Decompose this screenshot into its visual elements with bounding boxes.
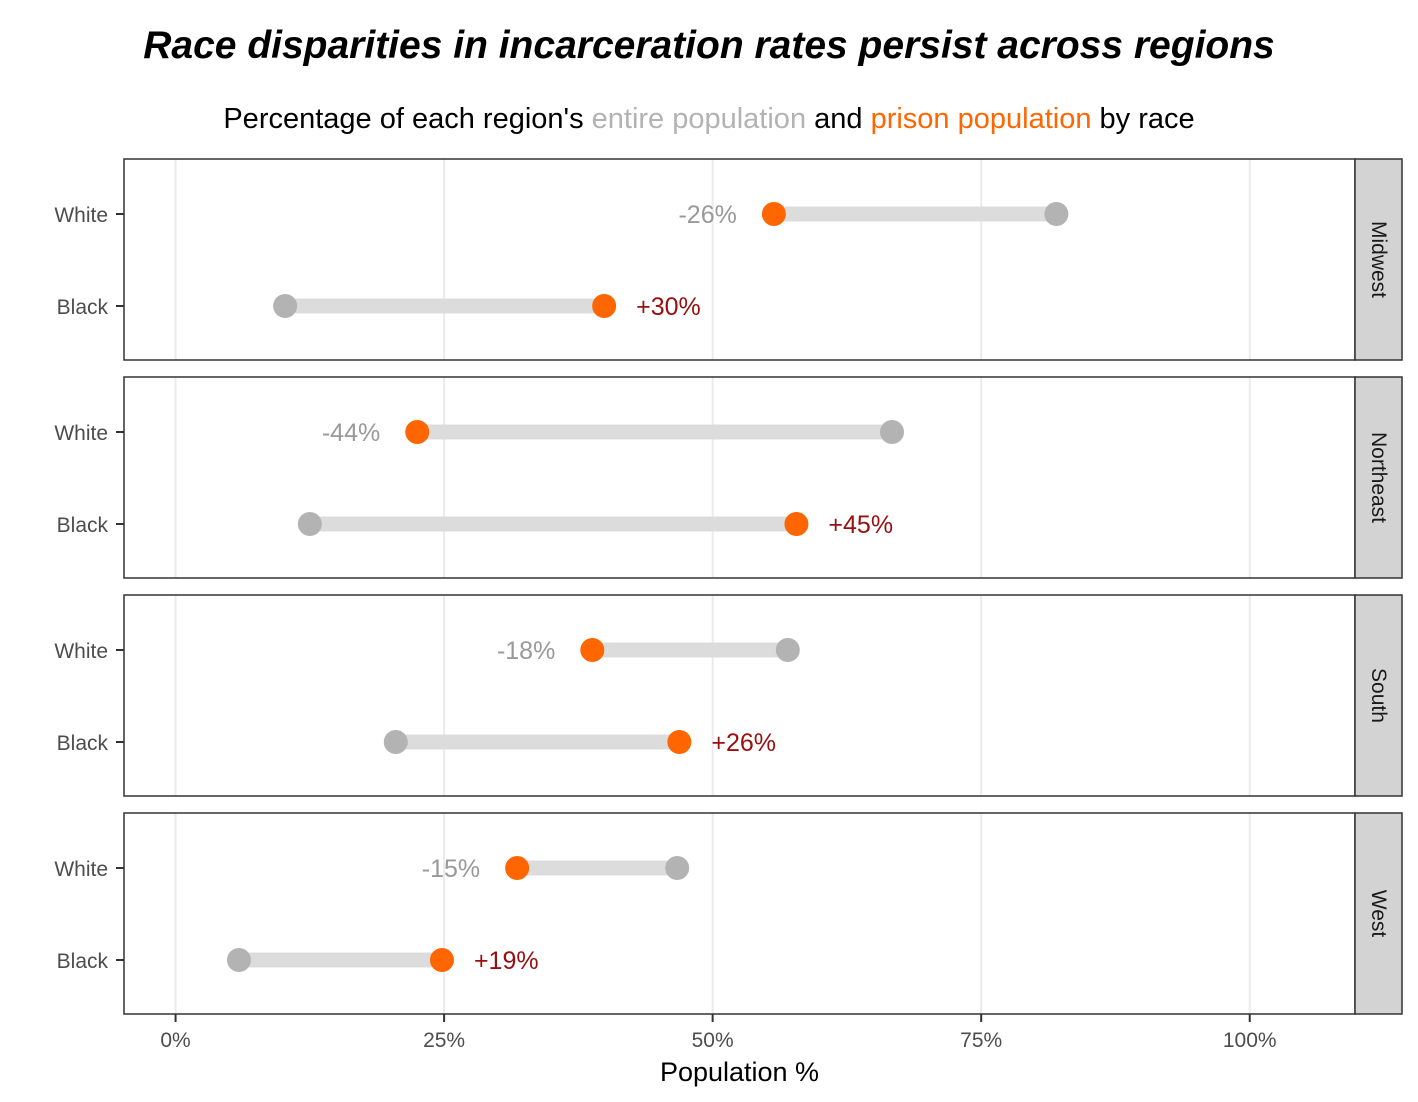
diff-label-northeast-black: +45%	[828, 511, 893, 539]
facet-label-northeast: Northeast	[1367, 432, 1390, 523]
subtitle-text-part5: by race	[1091, 103, 1195, 135]
point-entire-south-black	[383, 730, 408, 754]
point-prison-west-black	[429, 948, 454, 972]
subtitle-text-part3: and	[806, 103, 871, 135]
diff-label-midwest-black: +30%	[636, 293, 701, 321]
facet-strip-northeast	[1354, 376, 1403, 579]
chart-title: Race disparities in incarceration rates …	[143, 24, 1275, 67]
point-prison-midwest-black	[592, 294, 617, 318]
point-entire-west-white	[665, 856, 690, 880]
chart-subtitle: Percentage of each region's entire popul…	[0, 103, 1418, 136]
x-tick-label-50: 50%	[692, 1029, 734, 1052]
point-prison-northeast-black	[784, 512, 809, 536]
facet-strip-west	[1354, 812, 1403, 1015]
point-prison-midwest-white	[761, 202, 786, 226]
x-axis-title: Population %	[660, 1057, 819, 1087]
diff-label-northeast-white: -44%	[322, 419, 380, 447]
x-tick-label-100: 100%	[1223, 1029, 1277, 1052]
diff-label-west-black: +19%	[474, 947, 539, 975]
point-prison-south-white	[580, 638, 605, 662]
subtitle-text-part1: Percentage of each region's	[223, 103, 592, 135]
y-tick-label-northeast-black: Black	[57, 514, 109, 537]
y-tick-label-midwest-white: White	[54, 204, 108, 227]
point-entire-midwest-black	[273, 294, 298, 318]
diff-label-south-white: -18%	[497, 637, 555, 665]
y-tick-label-northeast-white: White	[54, 422, 108, 445]
diff-label-south-black: +26%	[711, 729, 776, 757]
point-entire-midwest-white	[1044, 202, 1069, 226]
facet-label-midwest: Midwest	[1367, 221, 1390, 298]
facet-label-west: West	[1367, 890, 1390, 938]
point-prison-south-black	[667, 730, 692, 754]
x-tick-label-75: 75%	[960, 1029, 1002, 1052]
point-prison-northeast-white	[405, 420, 430, 444]
facet-strip-south	[1354, 594, 1403, 797]
y-tick-label-west-white: White	[54, 858, 108, 881]
point-prison-west-white	[505, 856, 530, 880]
y-tick-label-south-black: Black	[57, 732, 109, 755]
diff-label-midwest-white: -26%	[678, 201, 736, 229]
diff-label-west-white: -15%	[422, 855, 480, 883]
facet-strip-midwest	[1354, 158, 1403, 361]
subtitle-legend-prison-population: prison population	[870, 103, 1092, 135]
panel-background-midwest	[124, 159, 1355, 360]
y-tick-label-south-white: White	[54, 640, 108, 663]
panel-background-west	[124, 813, 1355, 1014]
y-tick-label-midwest-black: Black	[57, 296, 109, 319]
facet-label-south: South	[1367, 668, 1390, 723]
point-entire-west-black	[226, 948, 251, 972]
panel-background-south	[124, 595, 1355, 796]
panel-background-northeast	[124, 377, 1355, 578]
subtitle-legend-entire-population: entire population	[591, 103, 807, 135]
point-entire-northeast-black	[297, 512, 322, 536]
point-entire-northeast-white	[880, 420, 905, 444]
x-tick-label-25: 25%	[423, 1029, 465, 1052]
y-tick-label-west-black: Black	[57, 950, 109, 973]
x-tick-label-0: 0%	[160, 1029, 190, 1052]
point-entire-south-white	[775, 638, 800, 662]
